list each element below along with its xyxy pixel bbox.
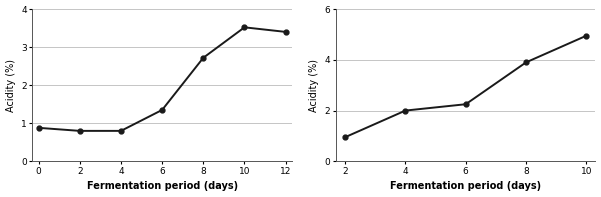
X-axis label: Fermentation period (days): Fermentation period (days) [87, 181, 237, 191]
X-axis label: Fermentation period (days): Fermentation period (days) [390, 181, 542, 191]
Y-axis label: Acidity (%): Acidity (%) [5, 59, 16, 112]
Y-axis label: Acidity (%): Acidity (%) [309, 59, 319, 112]
